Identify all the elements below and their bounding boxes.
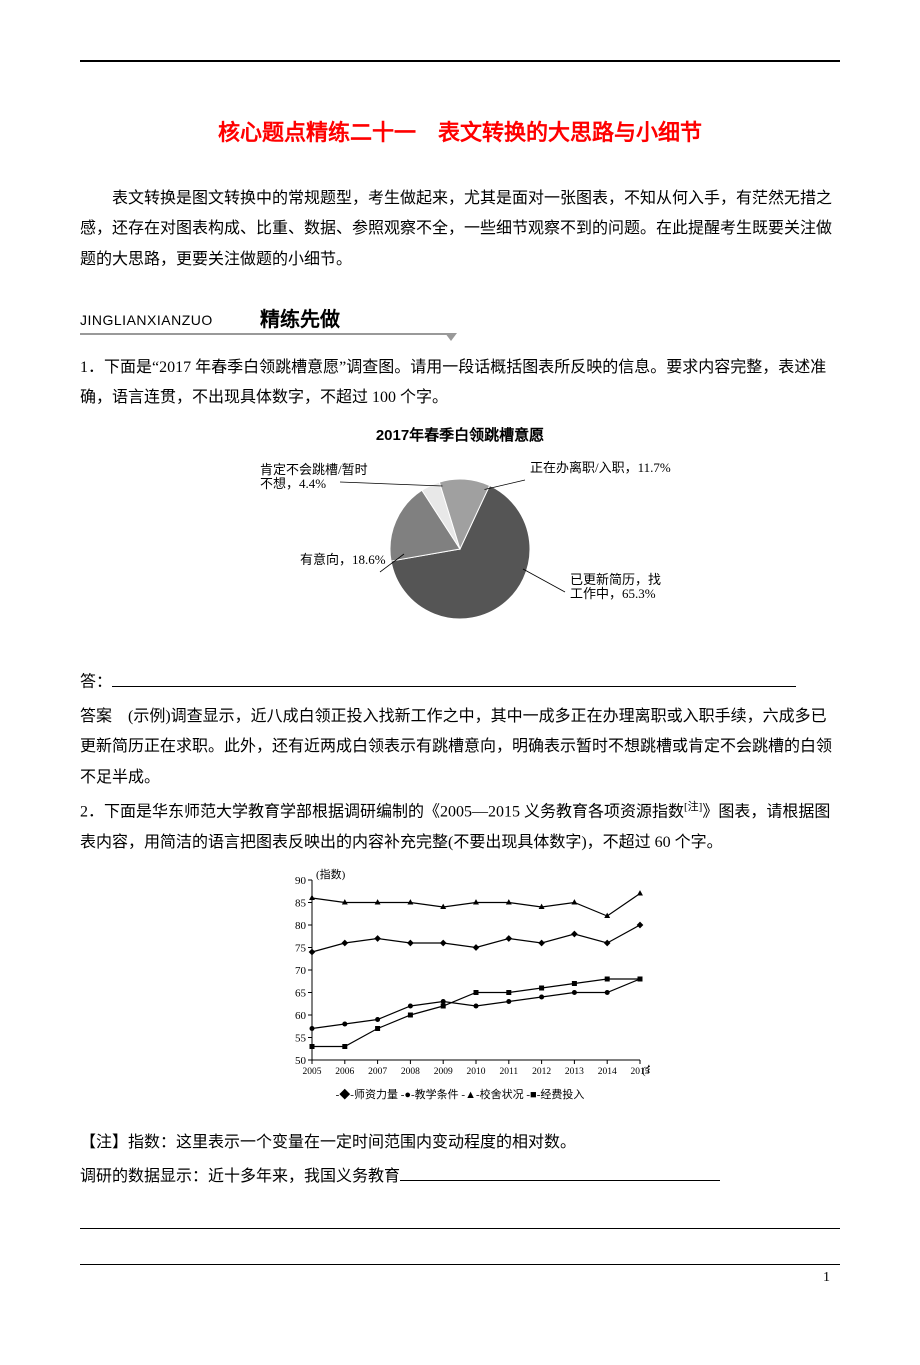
fill-blank	[400, 1165, 720, 1181]
svg-text:90: 90	[295, 875, 307, 887]
svg-text:工作中，65.3%: 工作中，65.3%	[570, 586, 656, 601]
svg-text:2005: 2005	[303, 1067, 322, 1077]
svg-text:2007: 2007	[368, 1067, 387, 1077]
line-chart-wrap: 50 55 60 65 70 75 80 85 90 (指数) 2005 2006 2007 2008 20…	[80, 866, 840, 1117]
svg-text:85: 85	[295, 898, 307, 910]
page-number: 1	[823, 1265, 830, 1292]
svg-text:2008: 2008	[401, 1067, 420, 1077]
section-header: JINGLIANXIANZUO 精练先做	[80, 295, 840, 335]
svg-text:50: 50	[295, 1055, 307, 1067]
page-title: 核心题点精练二十一 表文转换的大思路与小细节	[80, 112, 840, 154]
svg-text:65: 65	[295, 988, 307, 1000]
svg-text:正在办离职/入职，11.7%: 正在办离职/入职，11.7%	[530, 460, 671, 475]
svg-text:有意向，18.6%: 有意向，18.6%	[300, 552, 386, 567]
svg-text:不想，4.4%: 不想，4.4%	[260, 476, 326, 491]
svg-text:80: 80	[295, 920, 307, 932]
svg-text:(指数): (指数)	[316, 867, 346, 881]
svg-text:55: 55	[295, 1033, 307, 1045]
intro-paragraph: 表文转换是图文转换中的常规题型，考生做起来，尤其是面对一张图表，不知从何入手，有…	[80, 184, 840, 275]
svg-text:2012: 2012	[532, 1067, 551, 1077]
section-underline	[80, 333, 450, 335]
svg-text:2006: 2006	[335, 1067, 354, 1077]
top-rule	[80, 60, 840, 62]
note-line: 【注】指数：这里表示一个变量在一定时间范围内变动程度的相对数。	[80, 1128, 840, 1158]
blank-line-1	[80, 1206, 840, 1228]
answer-label: 答：	[80, 674, 112, 691]
pie-svg: 已更新简历，找工作中，65.3% 有意向，18.6% 肯定不会跳槽/暂时不想，4.4…	[240, 454, 680, 634]
svg-text:2013: 2013	[565, 1067, 584, 1077]
svg-text:75: 75	[295, 943, 307, 955]
svg-text:2014: 2014	[598, 1067, 617, 1077]
svg-text:-◆-师资力量 -●-教学条件 -▲-校舍状况 -■-: -◆-师资力量 -●-教学条件 -▲-校舍状况 -■-经费投入	[336, 1087, 585, 1101]
pie-chart-title: 2017年春季白领跳槽意愿	[240, 422, 680, 451]
pie-chart: 已更新简历，找工作中，65.3% 有意向，18.6% 肯定不会跳槽/暂时不想，4.4…	[240, 454, 680, 654]
blank-underline	[112, 664, 796, 686]
q1-answer-blank: 答：	[80, 664, 840, 698]
q1-answer: 答案 (示例)调查显示，近八成白领正投入找新工作之中，其中一成多正在办理离职或入…	[80, 702, 840, 793]
q2-leadin: 调研的数据显示：近十多年来，我国义务教育	[80, 1162, 840, 1192]
svg-text:肯定不会跳槽/暂时: 肯定不会跳槽/暂时	[260, 462, 368, 477]
svg-text:70: 70	[295, 965, 307, 977]
section-pinyin: JINGLIANXIANZUO	[80, 307, 213, 334]
arrow-down-icon	[445, 333, 457, 341]
q2-text-a: 2．下面是华东师范大学教育学部根据调研编制的《2005—2015 义务教育各项资…	[80, 804, 684, 821]
note-label: 【注】	[80, 1134, 128, 1151]
svg-text:(年份): (年份)	[642, 1063, 650, 1077]
svg-text:2011: 2011	[499, 1067, 518, 1077]
q2-text: 2．下面是华东师范大学教育学部根据调研编制的《2005—2015 义务教育各项资…	[80, 797, 840, 858]
svg-text:60: 60	[295, 1010, 307, 1022]
line-chart-svg: 50 55 60 65 70 75 80 85 90 (指数) 2005 2006 2007 2008 20…	[270, 866, 650, 1106]
blank-line-2	[80, 1243, 840, 1265]
line-chart: 50 55 60 65 70 75 80 85 90 (指数) 2005 2006 2007 2008 20…	[270, 866, 650, 1117]
q2-leadin-text: 调研的数据显示：近十多年来，我国义务教育	[80, 1168, 400, 1185]
note-body: 指数：这里表示一个变量在一定时间范围内变动程度的相对数。	[128, 1134, 576, 1151]
svg-text:已更新简历，找: 已更新简历，找	[570, 572, 661, 587]
answer-body: 调查显示，近八成白领正投入找新工作之中，其中一成多正在办理离职或入职手续，六成多…	[80, 708, 832, 786]
answer-prefix: 答案 (示例)	[80, 708, 171, 725]
svg-text:2009: 2009	[434, 1067, 453, 1077]
svg-text:2010: 2010	[467, 1067, 486, 1077]
note-sup: [注]	[684, 801, 702, 813]
q1-text: 1．下面是“2017 年春季白领跳槽意愿”调查图。请用一段话概括图表所反映的信息…	[80, 353, 840, 414]
pie-chart-wrap: 2017年春季白领跳槽意愿 已更新简历，找工作中，65.3% 有意向，18.6% 肯…	[80, 422, 840, 655]
